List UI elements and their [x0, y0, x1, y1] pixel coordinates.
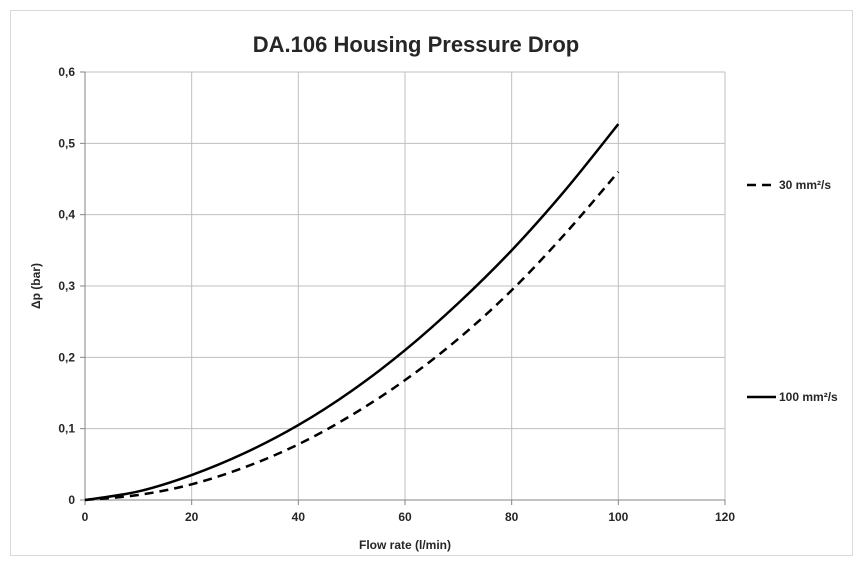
- series-line-100: [84, 123, 620, 502]
- x-axis-label: Flow rate (l/min): [359, 538, 451, 552]
- series-lines: [84, 123, 620, 502]
- x-tick-label: 40: [292, 510, 306, 524]
- chart-title: DA.106 Housing Pressure Drop: [253, 32, 579, 57]
- x-tick-label: 80: [505, 510, 519, 524]
- x-tick-label: 0: [82, 510, 89, 524]
- x-tick-label: 100: [608, 510, 628, 524]
- legend-label-30: 30 mm²/s: [779, 178, 831, 192]
- axes: [80, 71, 726, 505]
- y-axis-label: Δp (bar): [29, 263, 43, 309]
- x-tick-label: 60: [398, 510, 412, 524]
- x-tick-label: 120: [715, 510, 735, 524]
- y-tick-label: 0: [68, 493, 75, 507]
- y-tick-label: 0,1: [58, 422, 75, 436]
- y-tick-label: 0,2: [58, 350, 75, 364]
- x-tick-labels: 0 20 40 60 80 100 120: [82, 510, 736, 524]
- chart-frame: [10, 10, 853, 556]
- y-tick-label: 0,3: [58, 279, 75, 293]
- y-tick-label: 0,6: [58, 65, 75, 79]
- legend: 30 mm²/s 100 mm²/s: [747, 178, 838, 404]
- series-line-30: [84, 171, 620, 502]
- legend-label-100: 100 mm²/s: [779, 390, 838, 404]
- y-tick-labels: 0 0,1 0,2 0,3 0,4 0,5 0,6: [58, 65, 75, 507]
- y-tick-label: 0,4: [58, 208, 75, 222]
- x-tick-label: 20: [185, 510, 199, 524]
- y-tick-label: 0,5: [58, 136, 75, 150]
- grid: [85, 71, 726, 500]
